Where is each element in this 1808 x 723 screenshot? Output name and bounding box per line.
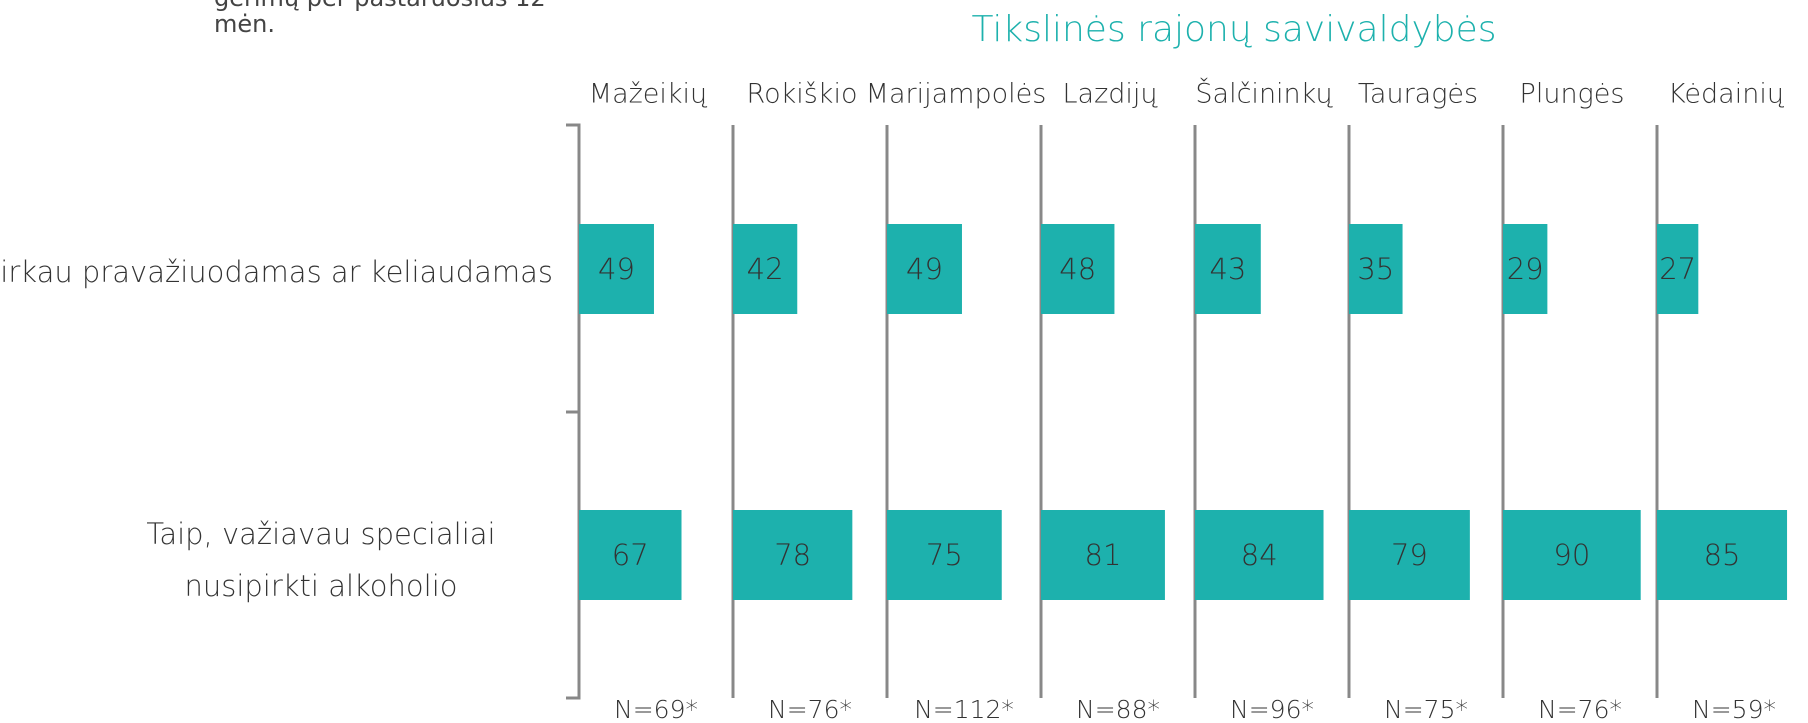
value-label: 90	[1553, 538, 1590, 572]
bar	[1041, 224, 1115, 314]
intro-text: gėrimų per pastaruosius 12	[214, 0, 546, 12]
value-label: 49	[598, 252, 635, 286]
panel-label: Tauragės	[1358, 79, 1478, 110]
panel-label: Kėdainių	[1668, 79, 1785, 110]
value-label: 49	[906, 252, 943, 286]
panel-label: Lazdijų	[1062, 79, 1158, 110]
panel-label: Plungės	[1520, 79, 1625, 110]
bar	[733, 224, 798, 314]
value-label: 29	[1507, 252, 1544, 286]
axis-bracket	[566, 123, 581, 700]
n-label: N=96*	[1230, 695, 1314, 723]
panel-label: Marijampolės	[866, 79, 1047, 110]
value-label: 27	[1659, 252, 1696, 286]
n-label: N=76*	[768, 695, 852, 723]
value-label: 35	[1357, 252, 1394, 286]
bar	[579, 224, 654, 314]
bar	[1657, 510, 1788, 600]
chart-title: Tikslinės rajonų savivaldybės	[971, 9, 1496, 50]
value-label: 48	[1059, 252, 1096, 286]
n-label: N=59*	[1692, 695, 1776, 723]
value-label: 42	[747, 252, 784, 286]
value-label: 78	[774, 538, 811, 572]
bar	[1041, 510, 1165, 600]
panel-label: Šalčininkų	[1195, 78, 1333, 110]
bar	[1657, 224, 1699, 314]
bar	[1503, 510, 1641, 600]
bar	[733, 510, 853, 600]
value-label: 85	[1704, 538, 1741, 572]
bar	[1503, 224, 1548, 314]
bar	[887, 510, 1002, 600]
intro-text: mėn.	[214, 10, 275, 38]
category-label: Taip, važiavau specialiai nusipirkti alk…	[146, 517, 496, 603]
value-label: 43	[1209, 252, 1246, 286]
n-label: N=112*	[914, 695, 1014, 723]
value-label: 67	[612, 538, 649, 572]
value-label: 79	[1391, 538, 1428, 572]
value-label: 84	[1241, 538, 1278, 572]
n-label: N=69*	[614, 695, 698, 723]
n-label: N=75*	[1384, 695, 1468, 723]
bar	[579, 510, 682, 600]
panel-label: Rokiškio	[747, 79, 858, 110]
bar	[1195, 224, 1261, 314]
panel-label: Mažeikių	[589, 79, 708, 110]
category-label: Pirkau pravažiuodamas ar keliaudamas	[0, 255, 553, 289]
n-label: N=88*	[1076, 695, 1160, 723]
value-label: 75	[926, 538, 963, 572]
bar	[1349, 510, 1470, 600]
bar	[887, 224, 962, 314]
bar	[1349, 224, 1403, 314]
bar	[1195, 510, 1324, 600]
value-label: 81	[1085, 538, 1122, 572]
n-label: N=76*	[1538, 695, 1622, 723]
